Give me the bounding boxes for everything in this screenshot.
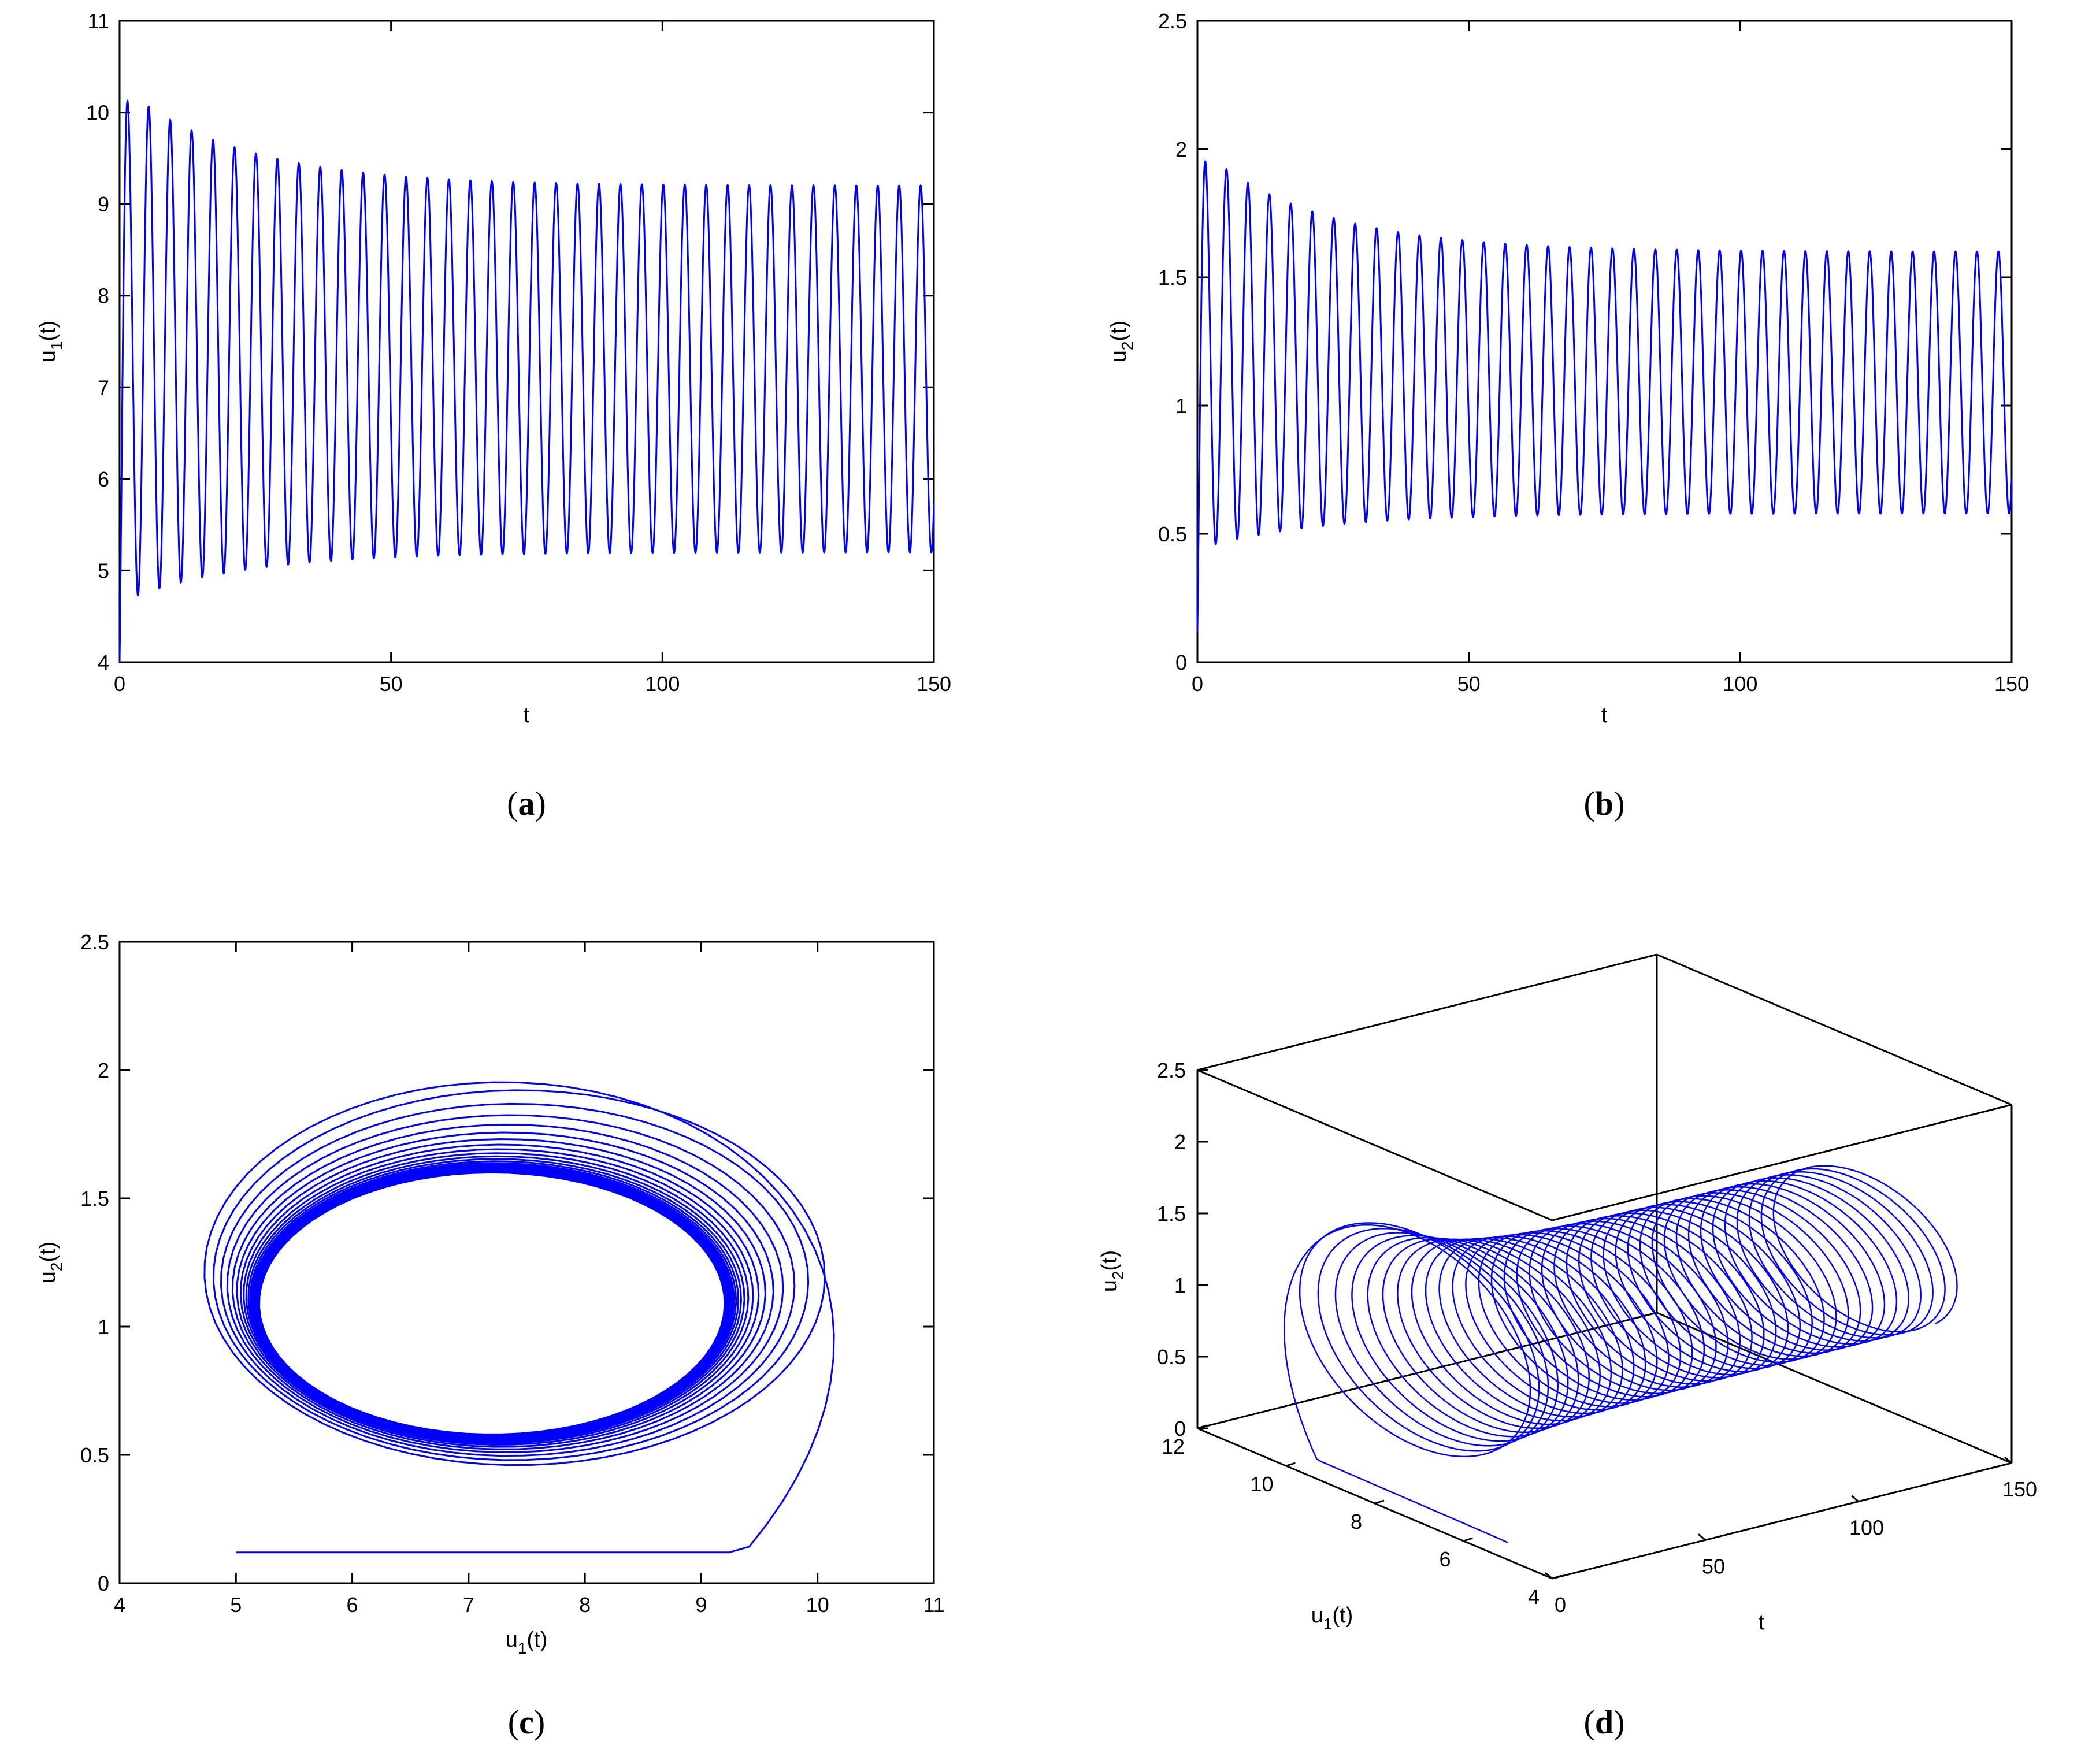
panel-d-edge-right-top [1656, 953, 2012, 1106]
panel-c-series-phase [203, 1081, 835, 1554]
panel-d-t-tick-label: 0 [1555, 1593, 1566, 1617]
panel-d-u2-tick-label: 1.5 [1157, 1202, 1186, 1225]
panel-b-ytick-label: 2.5 [1158, 9, 1187, 33]
panel-c-xtick-label: 10 [806, 1593, 829, 1617]
panel-c-xtick-label: 4 [114, 1593, 125, 1617]
panel-a-xtick-label: 100 [645, 672, 680, 696]
panel-a-chart: 0 50 100 150 4 5 6 7 8 9 10 11 t u1(t) [36, 9, 951, 727]
panel-b-ylabel: u2(t) [1107, 321, 1136, 363]
panel-b-xtick-label: 150 [1994, 672, 2029, 696]
panel-c-plot-frame [118, 941, 935, 1584]
panel-d-t-tick-label: 150 [2002, 1477, 2037, 1501]
panel-b-xtick-label: 50 [1457, 672, 1481, 696]
panel-d-u1-tick-label: 8 [1351, 1510, 1362, 1533]
panel-c-xtick-label: 5 [230, 1593, 242, 1617]
panel-a-xlabel: t [524, 703, 530, 727]
panel-a-ytick-label: 11 [88, 9, 109, 33]
panel-b-xtick-label: 0 [1192, 672, 1203, 696]
panel-b-ytick-label: 0.5 [1158, 522, 1187, 546]
panel-d-u1-tick-label: 6 [1439, 1547, 1451, 1571]
panel-a-ytick-label: 4 [98, 651, 109, 674]
panel-b-ytick-label: 1 [1175, 394, 1187, 418]
panel-d-edge-front-bottom [1552, 1462, 2012, 1580]
panel-a-xtick-label: 150 [917, 672, 951, 696]
panel-a-xtick-label: 0 [114, 672, 125, 696]
panel-a-plot-frame [118, 20, 935, 663]
panel-d-u2-tick-label: 0 [1174, 1417, 1186, 1440]
panel-d-u1-tick-mark [1374, 1499, 1385, 1505]
panel-d-edge-front-top [1552, 1104, 2012, 1221]
panel-d-t-tick-label: 50 [1702, 1554, 1725, 1578]
panel-c-xtick-label: 7 [463, 1593, 474, 1617]
panel-a-series-u1 [118, 99, 935, 663]
caption-d: (d) [1584, 1703, 1625, 1741]
panel-d-u1-tick-mark [1286, 1462, 1296, 1467]
panel-b-xtick-label: 100 [1723, 672, 1757, 696]
panel-c-xtick-label: 6 [347, 1593, 358, 1617]
panel-d-t-tick-mark [2004, 1456, 2012, 1464]
panel-c-xtick-label: 8 [579, 1593, 591, 1617]
panel-c-ytick-label: 2.5 [80, 930, 109, 954]
panel-a-ytick-label: 5 [98, 559, 109, 582]
panel-b-ytick-label: 1.5 [1158, 266, 1187, 289]
panel-d-u1-tick-mark [1463, 1537, 1473, 1542]
panel-c-ytick-label: 1 [98, 1315, 109, 1339]
panel-d-edge-back-top [1197, 953, 1657, 1071]
panel-c-chart: 4 5 6 7 8 9 10 11 0 0.5 1 1.5 2 2.5 u1(t) u2(t) [36, 930, 945, 1657]
panel-b-plot-frame [1196, 20, 2013, 663]
panel-d-edge-left-top [1197, 1069, 1553, 1221]
panel-c-ytick-label: 1.5 [80, 1187, 109, 1210]
panel-b-chart: 0 50 100 150 0 0.5 1 1.5 2 2.5 t u2(t) [1107, 9, 2029, 727]
panel-d-u2-tick-label: 2 [1174, 1130, 1186, 1154]
panel-d-edge-back-bottom [1197, 1312, 1657, 1429]
panel-a-xtick-label: 50 [380, 672, 403, 696]
panel-d-u2-tick-label: 1 [1174, 1273, 1186, 1297]
panel-a-ytick-label: 8 [98, 284, 109, 308]
panel-c-xlabel: u1(t) [506, 1628, 548, 1657]
panel-a-ytick-label: 9 [98, 192, 109, 216]
panel-d-u1-tick-label: 10 [1250, 1472, 1273, 1496]
caption-a: (a) [507, 785, 546, 822]
caption-b: (b) [1584, 785, 1625, 822]
panel-d-u1-tick-label: 4 [1528, 1585, 1540, 1609]
panel-d-u1-tick-mark [1197, 1424, 1207, 1429]
panel-b-xlabel: t [1601, 703, 1608, 727]
caption-c: (c) [508, 1703, 545, 1741]
panel-d-u2-tick-label: 0.5 [1157, 1345, 1186, 1369]
panel-a-ylabel: u1(t) [36, 321, 65, 363]
panel-c-xtick-label: 11 [923, 1593, 944, 1617]
panel-d-u2-tick-label: 2.5 [1157, 1059, 1186, 1082]
panel-b-ytick-label: 0 [1175, 651, 1187, 674]
panel-c-ytick-label: 0 [98, 1572, 109, 1595]
panel-a-ytick-label: 7 [98, 376, 109, 399]
panel-d-u1-tick-label: 12 [1162, 1435, 1185, 1458]
panel-a-ytick-label: 10 [86, 101, 109, 125]
panel-d-tlabel: t [1759, 1610, 1765, 1635]
panel-d-t-tick-mark [1545, 1572, 1553, 1580]
panel-d-t-tick-mark [1851, 1495, 1859, 1502]
panel-d-t-tick-label: 100 [1849, 1516, 1884, 1540]
panel-d-series-trajectory [1284, 1165, 1958, 1543]
panel-c-ylabel: u2(t) [36, 1242, 65, 1284]
panel-c-ytick-label: 2 [98, 1059, 109, 1082]
panel-a-ytick-label: 6 [98, 467, 109, 491]
panel-d-t-tick-mark [1698, 1533, 1706, 1541]
panel-d-u1-tick-mark [1552, 1574, 1562, 1580]
panel-c-ytick-label: 0.5 [80, 1443, 109, 1467]
panel-d-u2label: u2(t) [1097, 1250, 1127, 1293]
panel-b-ytick-label: 2 [1175, 138, 1187, 161]
panel-d-u1label: u1(t) [1311, 1603, 1353, 1633]
panel-c-xtick-label: 9 [695, 1593, 707, 1617]
panel-b-series-u2 [1196, 159, 2013, 632]
